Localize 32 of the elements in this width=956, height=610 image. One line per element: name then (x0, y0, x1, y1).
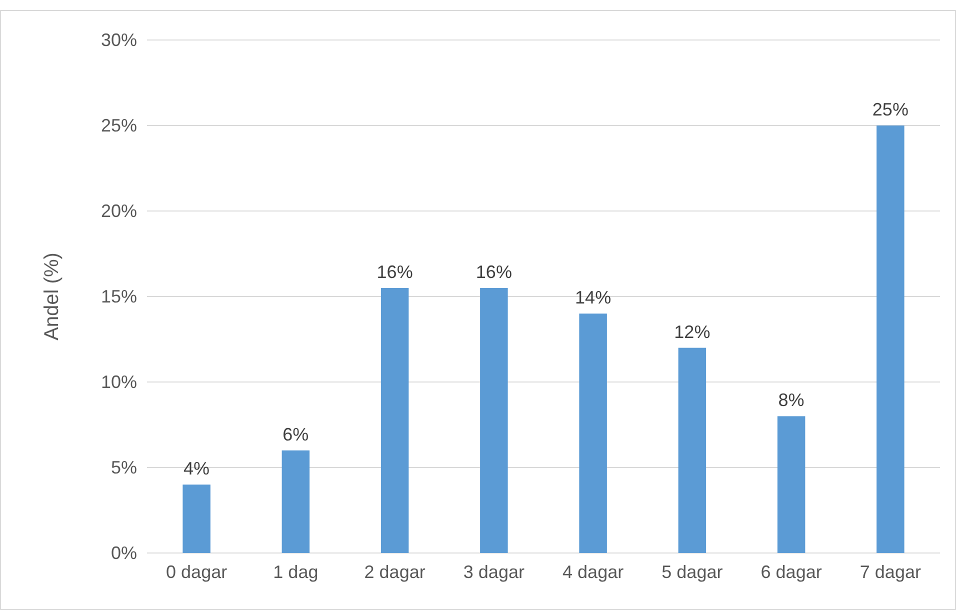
data-label: 4% (184, 458, 210, 479)
bar (678, 348, 706, 553)
data-label: 16% (376, 262, 413, 282)
x-tick-label: 1 dag (273, 562, 318, 582)
bar (380, 288, 409, 553)
y-tick-label: 25% (100, 115, 137, 136)
y-tick-label: 0% (110, 542, 137, 563)
y-tick-label: 30% (100, 30, 137, 50)
x-tick-label: 3 dagar (463, 562, 524, 582)
y-tick-label: 15% (100, 286, 137, 306)
x-tick-label: 0 dagar (166, 562, 228, 582)
x-tick-label: 4 dagar (562, 562, 624, 582)
data-label: 16% (476, 262, 512, 282)
x-tick-label: 7 dagar (860, 562, 921, 582)
data-label: 8% (778, 390, 804, 410)
bar (876, 126, 904, 553)
data-label: 12% (674, 322, 710, 342)
bar (777, 416, 806, 553)
data-label: 25% (872, 100, 908, 120)
data-label: 14% (575, 288, 612, 308)
x-tick-label: 6 dagar (760, 562, 822, 582)
y-tick-label: 10% (100, 372, 137, 392)
x-tick-label: 2 dagar (364, 562, 426, 582)
y-tick-label: 20% (100, 200, 137, 221)
y-axis-title: Andel (%) (41, 252, 63, 340)
y-tick-label: 5% (110, 457, 137, 478)
x-tick-label: 5 dagar (662, 562, 723, 582)
bar (480, 288, 508, 553)
bar (579, 314, 607, 553)
bar (182, 484, 210, 553)
bar (282, 450, 310, 553)
data-label: 6% (282, 424, 309, 444)
